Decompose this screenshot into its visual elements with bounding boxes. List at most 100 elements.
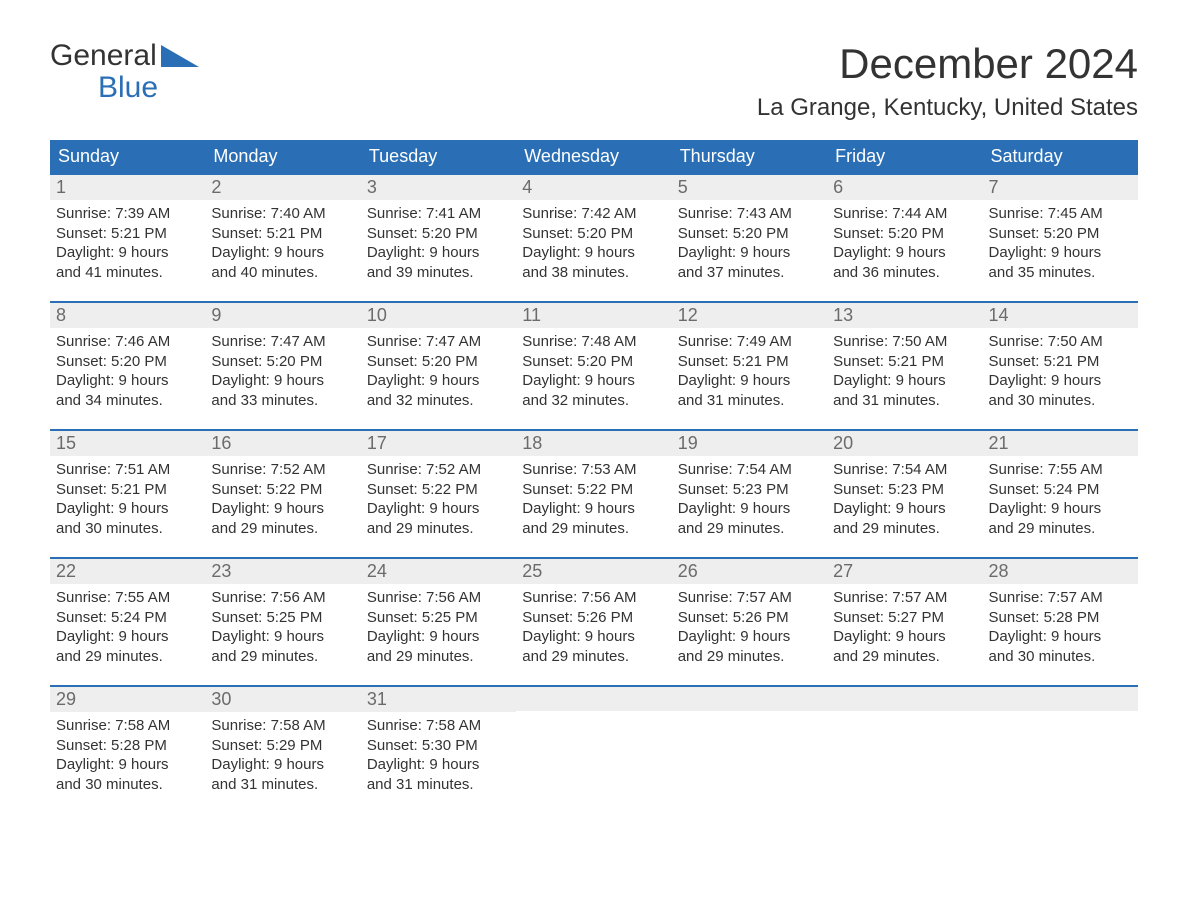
day-sunrise: Sunrise: 7:58 AM [367, 716, 510, 736]
week-row: 29Sunrise: 7:58 AMSunset: 5:28 PMDayligh… [50, 685, 1138, 797]
day-dl1: Daylight: 9 hours [211, 627, 354, 647]
day-sunset: Sunset: 5:20 PM [989, 224, 1132, 244]
day-cell: 10Sunrise: 7:47 AMSunset: 5:20 PMDayligh… [361, 303, 516, 413]
day-cell: 24Sunrise: 7:56 AMSunset: 5:25 PMDayligh… [361, 559, 516, 669]
day-number: 1 [50, 175, 205, 200]
day-dl1: Daylight: 9 hours [211, 755, 354, 775]
day-number [983, 687, 1138, 711]
day-cell: 11Sunrise: 7:48 AMSunset: 5:20 PMDayligh… [516, 303, 671, 413]
day-dl2: and 29 minutes. [367, 647, 510, 667]
day-cell: 31Sunrise: 7:58 AMSunset: 5:30 PMDayligh… [361, 687, 516, 797]
day-details: Sunrise: 7:45 AMSunset: 5:20 PMDaylight:… [983, 200, 1138, 284]
weekday-header: Sunday [50, 140, 205, 173]
day-details: Sunrise: 7:58 AMSunset: 5:28 PMDaylight:… [50, 712, 205, 796]
day-cell: 19Sunrise: 7:54 AMSunset: 5:23 PMDayligh… [672, 431, 827, 541]
day-dl1: Daylight: 9 hours [678, 371, 821, 391]
day-sunset: Sunset: 5:22 PM [522, 480, 665, 500]
day-cell: 12Sunrise: 7:49 AMSunset: 5:21 PMDayligh… [672, 303, 827, 413]
week-row: 15Sunrise: 7:51 AMSunset: 5:21 PMDayligh… [50, 429, 1138, 541]
day-sunset: Sunset: 5:28 PM [989, 608, 1132, 628]
day-cell: 5Sunrise: 7:43 AMSunset: 5:20 PMDaylight… [672, 175, 827, 285]
day-cell: 8Sunrise: 7:46 AMSunset: 5:20 PMDaylight… [50, 303, 205, 413]
weekday-header: Thursday [672, 140, 827, 173]
day-sunset: Sunset: 5:20 PM [367, 224, 510, 244]
day-sunrise: Sunrise: 7:49 AM [678, 332, 821, 352]
logo: General Blue [50, 40, 199, 103]
page-title: December 2024 [757, 40, 1138, 88]
day-number: 20 [827, 431, 982, 456]
day-dl1: Daylight: 9 hours [833, 243, 976, 263]
day-number: 22 [50, 559, 205, 584]
day-dl2: and 32 minutes. [367, 391, 510, 411]
weekday-header: Friday [827, 140, 982, 173]
day-dl2: and 41 minutes. [56, 263, 199, 283]
day-number: 13 [827, 303, 982, 328]
day-sunset: Sunset: 5:20 PM [56, 352, 199, 372]
day-number: 6 [827, 175, 982, 200]
day-number: 27 [827, 559, 982, 584]
day-sunrise: Sunrise: 7:46 AM [56, 332, 199, 352]
day-dl1: Daylight: 9 hours [833, 499, 976, 519]
day-sunrise: Sunrise: 7:54 AM [678, 460, 821, 480]
week-row: 22Sunrise: 7:55 AMSunset: 5:24 PMDayligh… [50, 557, 1138, 669]
day-cell: 15Sunrise: 7:51 AMSunset: 5:21 PMDayligh… [50, 431, 205, 541]
day-dl1: Daylight: 9 hours [56, 243, 199, 263]
day-dl2: and 34 minutes. [56, 391, 199, 411]
day-number: 31 [361, 687, 516, 712]
day-details: Sunrise: 7:44 AMSunset: 5:20 PMDaylight:… [827, 200, 982, 284]
day-cell: 30 Sunrise: 7:58 AMSunset: 5:29 PMDayligh… [205, 687, 360, 797]
day-dl2: and 29 minutes. [522, 519, 665, 539]
day-dl2: and 29 minutes. [367, 519, 510, 539]
day-details: Sunrise: 7:39 AMSunset: 5:21 PMDaylight:… [50, 200, 205, 284]
day-sunrise: Sunrise: 7:58 AM [211, 716, 354, 736]
calendar: Sunday Monday Tuesday Wednesday Thursday… [50, 140, 1138, 797]
day-sunrise: Sunrise: 7:57 AM [989, 588, 1132, 608]
day-dl1: Daylight: 9 hours [678, 627, 821, 647]
day-sunset: Sunset: 5:20 PM [678, 224, 821, 244]
day-details: Sunrise: 7:49 AMSunset: 5:21 PMDaylight:… [672, 328, 827, 412]
day-dl2: and 32 minutes. [522, 391, 665, 411]
day-sunrise: Sunrise: 7:44 AM [833, 204, 976, 224]
day-dl1: Daylight: 9 hours [522, 627, 665, 647]
day-dl1: Daylight: 9 hours [522, 499, 665, 519]
day-cell: 14Sunrise: 7:50 AMSunset: 5:21 PMDayligh… [983, 303, 1138, 413]
day-details: Sunrise: 7:56 AMSunset: 5:25 PMDaylight:… [361, 584, 516, 668]
day-details: Sunrise: 7:42 AMSunset: 5:20 PMDaylight:… [516, 200, 671, 284]
day-sunrise: Sunrise: 7:39 AM [56, 204, 199, 224]
day-number: 4 [516, 175, 671, 200]
day-number: 12 [672, 303, 827, 328]
day-dl2: and 33 minutes. [211, 391, 354, 411]
day-details: Sunrise: 7:57 AMSunset: 5:27 PMDaylight:… [827, 584, 982, 668]
day-sunrise: Sunrise: 7:43 AM [678, 204, 821, 224]
day-cell: 20Sunrise: 7:54 AMSunset: 5:23 PMDayligh… [827, 431, 982, 541]
day-dl2: and 29 minutes. [678, 647, 821, 667]
day-number: 17 [361, 431, 516, 456]
day-cell [672, 687, 827, 797]
day-sunrise: Sunrise: 7:57 AM [833, 588, 976, 608]
day-dl1: Daylight: 9 hours [367, 499, 510, 519]
day-dl2: and 29 minutes. [522, 647, 665, 667]
day-dl2: and 29 minutes. [56, 647, 199, 667]
day-number [827, 687, 982, 711]
location-subtitle: La Grange, Kentucky, United States [757, 94, 1138, 122]
weekday-header: Monday [205, 140, 360, 173]
day-dl2: and 30 minutes. [56, 775, 199, 795]
day-number: 30 [205, 687, 360, 712]
day-dl2: and 29 minutes. [211, 519, 354, 539]
day-number: 8 [50, 303, 205, 328]
day-details: Sunrise: 7:56 AMSunset: 5:25 PMDaylight:… [205, 584, 360, 668]
day-sunrise: Sunrise: 7:47 AM [367, 332, 510, 352]
day-number: 24 [361, 559, 516, 584]
day-cell [983, 687, 1138, 797]
day-dl1: Daylight: 9 hours [989, 499, 1132, 519]
day-cell: 22Sunrise: 7:55 AMSunset: 5:24 PMDayligh… [50, 559, 205, 669]
week-row: 8 Sunrise: 7:46 AMSunset: 5:20 PM Daylight… [50, 301, 1138, 413]
day-details: Sunrise: 7:58 AMSunset: 5:30 PMDaylight:… [361, 712, 516, 796]
day-sunrise: Sunrise: 7:55 AM [989, 460, 1132, 480]
day-sunset: Sunset: 5:29 PM [211, 736, 354, 756]
day-dl2: and 40 minutes. [211, 263, 354, 283]
day-sunset: Sunset: 5:21 PM [211, 224, 354, 244]
day-details: Sunrise: 7:57 AMSunset: 5:26 PMDaylight:… [672, 584, 827, 668]
day-number [672, 687, 827, 711]
day-sunset: Sunset: 5:26 PM [522, 608, 665, 628]
